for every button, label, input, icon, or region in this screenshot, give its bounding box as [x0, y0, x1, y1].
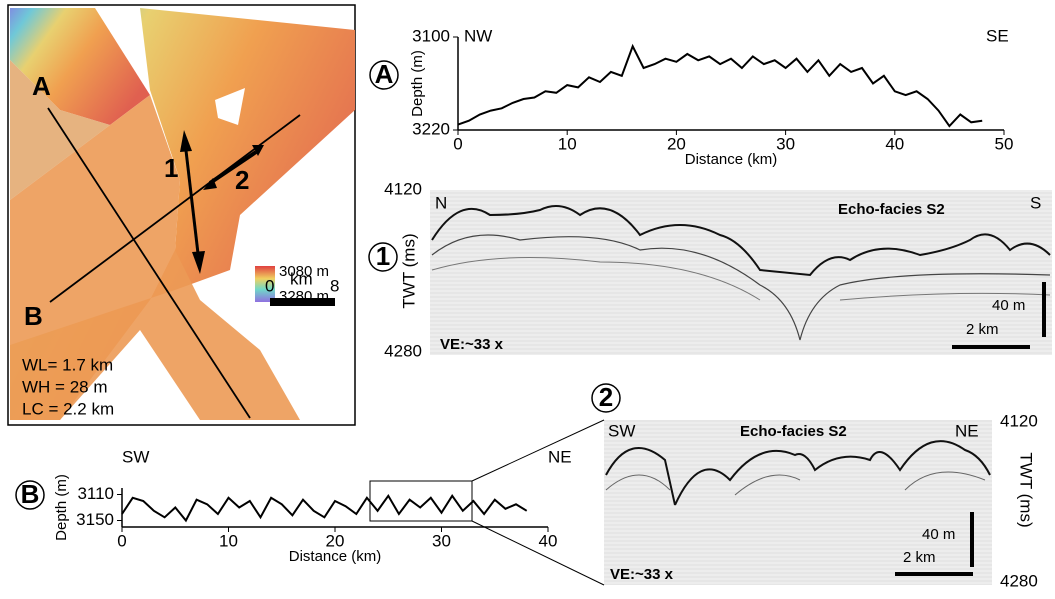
x-tick-label: 20 — [667, 134, 686, 153]
arrow-head — [180, 130, 192, 152]
panel-label: A — [375, 59, 394, 89]
y-tick-label: 4280 — [384, 341, 422, 360]
seismic-image — [604, 420, 992, 585]
ve-label: VE:~33 x — [610, 566, 674, 583]
scale-bar — [270, 298, 335, 306]
seismic-panel: 2 SW NE Echo-facies S2 VE:~33 x 4120 428… — [591, 382, 1038, 590]
x-axis-label: Distance (km) — [685, 151, 778, 168]
map-swath — [10, 8, 150, 125]
arrow-head — [192, 251, 205, 274]
y-axis-label: TWT (ms) — [1017, 452, 1036, 527]
scale-label: km — [290, 269, 313, 288]
x-tick-label: 20 — [326, 531, 345, 550]
panel-circle — [368, 242, 398, 272]
map-label: B — [24, 301, 43, 331]
facies-label: Echo-facies S2 — [740, 423, 847, 440]
x-tick-label: 50 — [995, 134, 1014, 153]
arrow-head — [203, 178, 217, 190]
scale-label: 40 m — [922, 526, 955, 543]
y-tick-label: 3110 — [77, 484, 114, 503]
map-stat: WH = 28 m — [22, 377, 108, 396]
y-axis-label: TWT (ms) — [399, 233, 418, 308]
map-panel: A B 1 2 3080 m 3280 m 0 km 8 WL= 1.7 km … — [7, 4, 356, 426]
map-label: 2 — [235, 165, 249, 195]
reflector — [431, 257, 1051, 301]
seismic-panel: 1 N S Echo-facies S2 VE:~33 x 4120 4280 … — [368, 179, 1052, 360]
reflector — [431, 234, 1051, 341]
x-tick-label: 0 — [117, 531, 126, 550]
x-tick-label: 40 — [539, 531, 558, 550]
panel-label: 2 — [599, 382, 613, 412]
y-tick-label: 4120 — [384, 179, 422, 198]
zoom-connector — [471, 520, 605, 586]
x-tick-label: 10 — [219, 531, 238, 550]
scale-label: 2 km — [966, 321, 999, 338]
map-stat: LC = 2.2 km — [22, 399, 114, 418]
x-tick-label: 30 — [776, 134, 795, 153]
scale-bar — [895, 572, 973, 576]
x-tick-label: 30 — [432, 531, 451, 550]
y-axis-label: Depth (m) — [53, 474, 70, 541]
panel-circle — [591, 383, 621, 413]
map-swath — [10, 60, 110, 200]
map-hole — [215, 88, 245, 125]
scale-label: 40 m — [992, 297, 1025, 314]
panel-label: B — [21, 479, 40, 509]
x-tick-label: 40 — [885, 134, 904, 153]
direction-label: NW — [464, 26, 492, 45]
x-tick-label: 10 — [558, 134, 577, 153]
direction-label: NE — [548, 447, 572, 466]
color-bar — [255, 266, 275, 302]
profile-line — [457, 43, 983, 128]
y-tick-label: 3150 — [76, 510, 114, 529]
x-axis-label: Distance (km) — [289, 548, 382, 565]
map-label: A — [32, 71, 51, 101]
y-tick-label: 3100 — [412, 26, 450, 45]
arrow-head — [252, 145, 264, 156]
map-stat: WL= 1.7 km — [22, 355, 113, 374]
scale-label: 8 — [330, 276, 339, 295]
reflector — [431, 205, 1051, 277]
map-swath — [10, 95, 300, 420]
scale-bar — [970, 512, 974, 567]
panel-circle — [15, 480, 45, 510]
direction-label: N — [435, 193, 447, 212]
scale-bar — [1042, 282, 1046, 337]
y-tick-label: 4280 — [1000, 571, 1038, 590]
profile-line — [47, 107, 251, 419]
zoom-connector — [471, 419, 605, 482]
reflector — [605, 440, 991, 506]
direction-label: S — [1030, 193, 1041, 212]
ve-label: VE:~33 x — [440, 336, 504, 353]
direction-label: SW — [122, 447, 149, 466]
direction-label: NE — [955, 421, 979, 440]
direction-label: SE — [986, 26, 1009, 45]
y-axis-label: Depth (m) — [409, 50, 426, 117]
panel-label: 1 — [376, 241, 390, 271]
map-label: 1 — [164, 153, 178, 183]
track-arrow — [208, 150, 258, 185]
x-tick-label: 0 — [453, 134, 462, 153]
scale-label: 0 — [265, 276, 274, 295]
scale-label: 2 km — [903, 549, 936, 566]
panel-circle — [369, 60, 399, 90]
profile-line — [121, 493, 528, 523]
facies-label: Echo-facies S2 — [838, 201, 945, 218]
direction-label: SW — [608, 421, 635, 440]
y-tick-label: 4120 — [1000, 411, 1038, 430]
reflector — [605, 471, 986, 496]
track-arrow — [183, 141, 201, 263]
legend-label: 3080 m — [279, 263, 329, 280]
y-tick-label: 3220 — [412, 119, 450, 138]
scale-bar — [952, 345, 1030, 349]
